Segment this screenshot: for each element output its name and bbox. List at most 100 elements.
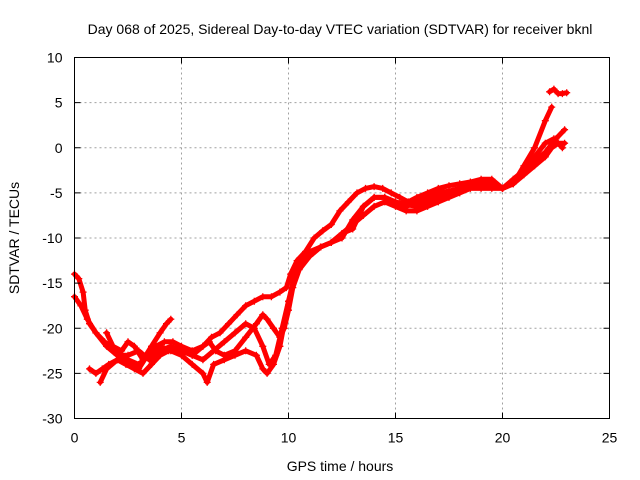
data-point — [546, 88, 554, 96]
x-axis-title: GPS time / hours — [287, 458, 394, 474]
data-point — [381, 193, 389, 201]
data-point — [370, 183, 378, 191]
data-point — [285, 297, 292, 305]
data-point — [259, 311, 267, 319]
data-point — [413, 207, 421, 215]
data-point — [242, 333, 250, 341]
data-point — [338, 230, 346, 237]
data-point — [169, 338, 177, 346]
data-point — [319, 227, 327, 235]
data-point — [550, 135, 558, 143]
data-point — [282, 284, 290, 292]
data-point — [402, 202, 410, 210]
data-point — [317, 243, 325, 251]
data-point — [558, 90, 566, 98]
data-point — [379, 184, 387, 192]
data-point — [548, 144, 556, 152]
data-point — [139, 356, 147, 364]
data-point — [160, 338, 168, 346]
data-point — [148, 360, 155, 368]
x-tick-label: 15 — [388, 430, 404, 446]
data-point — [509, 180, 517, 188]
data-point — [103, 342, 111, 350]
data-point — [212, 347, 220, 355]
data-point — [520, 162, 528, 170]
data-point — [456, 184, 464, 192]
data-point — [113, 356, 121, 364]
data-point — [208, 333, 215, 341]
data-point — [231, 329, 239, 337]
data-point — [156, 329, 164, 337]
y-tick-label: -30 — [42, 411, 62, 427]
data-point — [336, 207, 344, 215]
data-point — [353, 189, 361, 197]
data-point — [276, 288, 284, 296]
plot-area — [71, 85, 571, 386]
y-tick-label: -5 — [50, 185, 63, 201]
data-point — [96, 378, 104, 386]
data-point — [167, 347, 175, 355]
y-tick-label: -20 — [42, 320, 62, 336]
series-trace-6 — [546, 85, 571, 98]
data-point — [276, 342, 284, 350]
data-point — [103, 365, 111, 373]
data-point — [156, 342, 164, 350]
series-trace-5 — [103, 315, 175, 364]
data-point — [118, 347, 126, 355]
data-point — [250, 297, 258, 305]
data-point — [167, 315, 175, 323]
y-tick-label: 0 — [55, 140, 63, 156]
data-point — [359, 202, 367, 210]
data-point — [199, 356, 207, 364]
y-tick-label: -10 — [42, 230, 62, 246]
data-point — [216, 329, 224, 337]
series-trace-4 — [96, 103, 556, 386]
data-point — [109, 342, 117, 350]
data-point — [434, 198, 442, 206]
data-point — [188, 360, 196, 368]
data-point — [135, 360, 143, 368]
data-point — [199, 369, 207, 377]
data-point — [541, 117, 549, 125]
series-trace-3 — [86, 139, 569, 377]
data-point — [270, 360, 277, 368]
data-point — [445, 193, 453, 201]
data-point — [148, 342, 155, 350]
data-point — [477, 180, 485, 188]
data-point — [130, 365, 138, 373]
data-point — [242, 347, 250, 355]
x-tick-label: 5 — [178, 430, 186, 446]
data-point — [252, 351, 260, 359]
data-point — [531, 162, 539, 170]
data-point — [563, 89, 571, 97]
y-axis-title: SDTVAR / TECUs — [6, 182, 22, 294]
data-point — [434, 189, 442, 197]
data-point — [362, 184, 369, 192]
data-point — [178, 351, 185, 359]
data-point — [263, 369, 271, 377]
data-point — [370, 202, 378, 210]
x-tick-label: 25 — [602, 430, 618, 446]
data-point — [520, 171, 528, 179]
y-tick-label: 10 — [47, 50, 63, 66]
data-point — [310, 234, 318, 242]
data-point — [130, 342, 138, 350]
data-point — [156, 351, 164, 359]
data-point — [75, 275, 83, 283]
data-point — [424, 193, 432, 201]
data-point — [396, 193, 404, 201]
series-line — [104, 316, 174, 363]
data-point — [466, 180, 474, 188]
data-point — [259, 293, 267, 301]
y-tick-label: -15 — [42, 275, 62, 291]
data-point — [267, 293, 275, 301]
axis-ticks: 0 5 10 15 20 25 -30 -25 -20 -15 -10 -5 0 5 10 — [42, 50, 617, 446]
x-tick-label: 10 — [281, 430, 297, 446]
grid-lines — [74, 57, 610, 419]
data-point — [205, 338, 213, 346]
data-point — [92, 329, 100, 337]
data-point — [306, 252, 314, 260]
x-tick-label: 20 — [495, 430, 511, 446]
data-point — [92, 369, 100, 377]
